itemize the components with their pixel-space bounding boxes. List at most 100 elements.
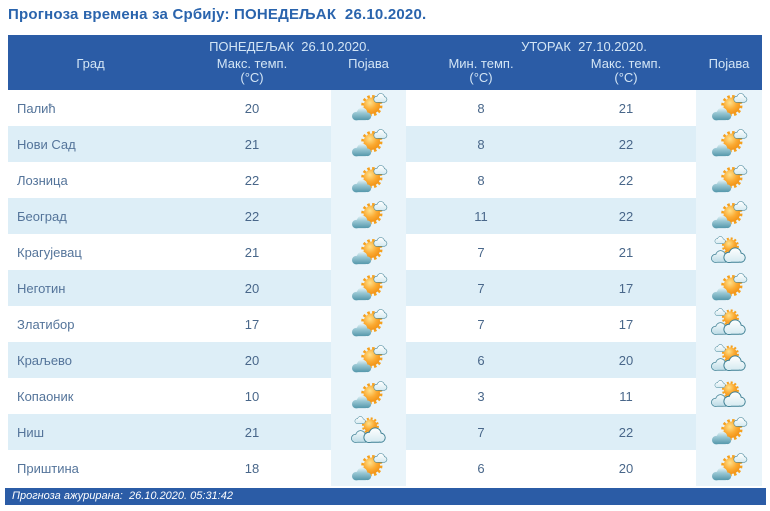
- tuesday-max-temp: 20: [556, 342, 696, 378]
- table-row: Приштина 18 6 20: [8, 450, 762, 486]
- tuesday-min-temp: 7: [406, 414, 556, 450]
- column-header-monday-max: Макс. темп. (°C): [173, 56, 331, 90]
- tuesday-weather-cell: [696, 234, 762, 270]
- monday-weather-cell: [331, 126, 406, 162]
- tuesday-max-temp: 22: [556, 414, 696, 450]
- monday-max-temp: 21: [173, 414, 331, 450]
- tuesday-min-temp: 7: [406, 234, 556, 270]
- tuesday-max-temp: 22: [556, 162, 696, 198]
- tuesday-min-temp: 8: [406, 162, 556, 198]
- weather-icon-mostly-sunny: [710, 200, 748, 232]
- monday-max-temp: 20: [173, 342, 331, 378]
- weather-icon-mostly-sunny: [350, 272, 388, 304]
- monday-weather-cell: [331, 270, 406, 306]
- weather-icon-mostly-sunny: [710, 164, 748, 196]
- tuesday-min-temp: 7: [406, 306, 556, 342]
- tuesday-max-temp: 21: [556, 90, 696, 126]
- table-row: Неготин 20 7 17: [8, 270, 762, 306]
- tuesday-min-temp: 6: [406, 450, 556, 486]
- city-name: Београд: [8, 198, 173, 234]
- tuesday-max-temp: 17: [556, 270, 696, 306]
- monday-max-temp: 10: [173, 378, 331, 414]
- weather-icon-mostly-sunny: [710, 452, 748, 484]
- tuesday-min-temp: 6: [406, 342, 556, 378]
- weather-icon-mostly-sunny: [350, 452, 388, 484]
- tuesday-weather-cell: [696, 162, 762, 198]
- column-header-city: Град: [8, 56, 173, 90]
- tuesday-min-temp: 8: [406, 126, 556, 162]
- weather-icon-mostly-sunny: [350, 344, 388, 376]
- weather-icon-mostly-sunny: [350, 380, 388, 412]
- weather-icon-mostly-sunny: [350, 200, 388, 232]
- monday-weather-cell: [331, 450, 406, 486]
- weather-icon-mostly-cloudy: [350, 416, 388, 448]
- empty-group-cell: [8, 35, 173, 56]
- tuesday-min-temp: 11: [406, 198, 556, 234]
- monday-weather-cell: [331, 234, 406, 270]
- monday-weather-cell: [331, 378, 406, 414]
- weather-icon-mostly-sunny: [710, 92, 748, 124]
- monday-weather-cell: [331, 306, 406, 342]
- monday-weather-cell: [331, 342, 406, 378]
- table-row: Београд 22 11 22: [8, 198, 762, 234]
- weather-icon-mostly-sunny: [350, 128, 388, 160]
- column-header-row: Град Макс. темп. (°C) Појава Мин. темп. …: [8, 56, 762, 90]
- city-name: Палић: [8, 90, 173, 126]
- weather-icon-mostly-sunny: [710, 272, 748, 304]
- monday-max-temp: 21: [173, 234, 331, 270]
- tuesday-weather-cell: [696, 126, 762, 162]
- monday-weather-cell: [331, 162, 406, 198]
- column-header-tuesday-phenomenon: Појава: [696, 56, 762, 90]
- weather-icon-mostly-cloudy: [710, 308, 748, 340]
- tuesday-weather-cell: [696, 414, 762, 450]
- tuesday-weather-cell: [696, 342, 762, 378]
- city-name: Златибор: [8, 306, 173, 342]
- city-name: Копаоник: [8, 378, 173, 414]
- tuesday-max-temp: 21: [556, 234, 696, 270]
- tuesday-group-header: УТОРАК 27.10.2020.: [406, 35, 762, 56]
- tuesday-max-temp: 20: [556, 450, 696, 486]
- monday-max-temp: 17: [173, 306, 331, 342]
- city-name: Лозница: [8, 162, 173, 198]
- table-row: Копаоник 10 3 11: [8, 378, 762, 414]
- city-name: Приштина: [8, 450, 173, 486]
- tuesday-max-temp: 11: [556, 378, 696, 414]
- tuesday-weather-cell: [696, 198, 762, 234]
- day-group-row: ПОНЕДЕЉАК 26.10.2020. УТОРАК 27.10.2020.: [8, 35, 762, 56]
- monday-max-temp: 20: [173, 90, 331, 126]
- monday-max-temp: 18: [173, 450, 331, 486]
- weather-forecast-page: Прогноза времена за Србију: ПОНЕДЕЉАК 26…: [0, 6, 770, 511]
- monday-max-temp: 20: [173, 270, 331, 306]
- monday-max-temp: 21: [173, 126, 331, 162]
- monday-weather-cell: [331, 414, 406, 450]
- city-name: Ниш: [8, 414, 173, 450]
- tuesday-weather-cell: [696, 90, 762, 126]
- tuesday-max-temp: 22: [556, 198, 696, 234]
- tuesday-min-temp: 7: [406, 270, 556, 306]
- weather-icon-mostly-sunny: [350, 308, 388, 340]
- monday-weather-cell: [331, 198, 406, 234]
- column-header-tuesday-max: Макс. темп. (°C): [556, 56, 696, 90]
- table-row: Палић 20 8 21: [8, 90, 762, 126]
- last-updated-label: Прогноза ажурирана:: [12, 490, 123, 502]
- table-row: Крагујевац 21 7 21: [8, 234, 762, 270]
- table-row: Нови Сад 21 8 22: [8, 126, 762, 162]
- weather-icon-mostly-sunny: [350, 92, 388, 124]
- tuesday-weather-cell: [696, 270, 762, 306]
- city-name: Неготин: [8, 270, 173, 306]
- city-name: Краљево: [8, 342, 173, 378]
- weather-icon-mostly-cloudy: [710, 380, 748, 412]
- last-updated-bar: Прогноза ажурирана: 26.10.2020. 05:31:42: [5, 488, 766, 505]
- weather-icon-mostly-sunny: [710, 128, 748, 160]
- weather-icon-mostly-sunny: [350, 164, 388, 196]
- forecast-table: ПОНЕДЕЉАК 26.10.2020. УТОРАК 27.10.2020.…: [8, 35, 762, 486]
- table-row: Златибор 17 7 17: [8, 306, 762, 342]
- tuesday-min-temp: 8: [406, 90, 556, 126]
- weather-icon-mostly-cloudy: [710, 236, 748, 268]
- column-header-tuesday-min: Мин. темп. (°C): [406, 56, 556, 90]
- table-row: Ниш 21 7 22: [8, 414, 762, 450]
- tuesday-max-temp: 22: [556, 126, 696, 162]
- monday-weather-cell: [331, 90, 406, 126]
- page-title: Прогноза времена за Србију: ПОНЕДЕЉАК 26…: [8, 6, 427, 23]
- last-updated-value: 26.10.2020. 05:31:42: [128, 490, 233, 502]
